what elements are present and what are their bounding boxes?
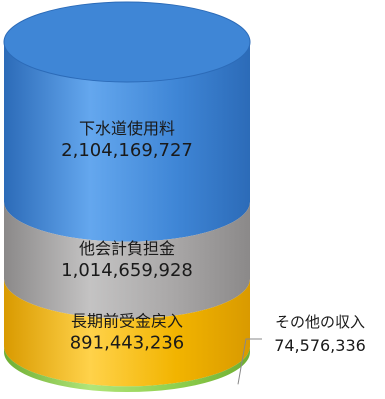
segment-name-label: その他の収入 (275, 313, 365, 331)
segment-value-label: 891,443,236 (70, 333, 185, 354)
cylinder-top-cap (3, 1, 251, 83)
segment-labels: 下水道使用料 2,104,169,727 他会計負担金 1,014,659,928 長期… (61, 119, 366, 385)
cylinder-segment-1 (4, 42, 250, 242)
segment-value-label: 74,576,336 (274, 336, 366, 355)
cylinder-segment-2 (4, 201, 250, 319)
cylinder-top (3, 1, 251, 83)
cylinder-segment-3 (4, 278, 250, 387)
segment-name-label: 他会計負担金 (79, 239, 175, 258)
segment-name-label: 長期前受金戻入 (71, 312, 183, 331)
leader-line (237, 338, 262, 385)
segment-value-label: 1,014,659,928 (61, 260, 193, 281)
segment-name-label: 下水道使用料 (79, 119, 175, 138)
cylinder-segments (4, 42, 250, 392)
segment-value-label: 2,104,169,727 (61, 140, 193, 161)
